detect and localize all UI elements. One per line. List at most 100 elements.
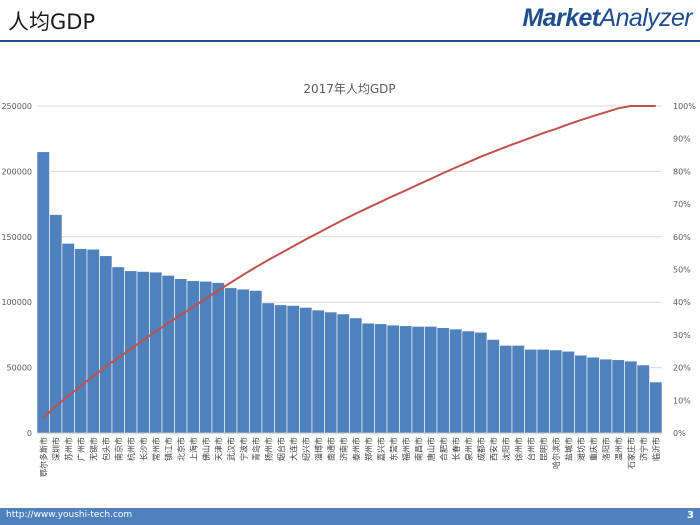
x-tick-label: 包头市 <box>101 437 111 461</box>
bar <box>611 359 625 434</box>
x-tick-label: 鄂尔多斯市 <box>38 437 48 477</box>
bar <box>299 307 313 434</box>
x-tick-label: 郑州市 <box>363 437 373 461</box>
x-tick-label: 南昌市 <box>413 437 423 461</box>
x-tick-label: 南通市 <box>326 437 336 461</box>
x-tick-label: 泰州市 <box>351 437 361 461</box>
x-tick-label: 扬州市 <box>263 437 273 461</box>
y2-tick-label: 70% <box>673 200 691 209</box>
x-tick-label: 无锡市 <box>88 437 98 461</box>
brand-logo: MarketAnalyzer <box>522 4 693 33</box>
bar <box>224 287 238 434</box>
x-tick-label: 北京市 <box>176 437 186 461</box>
x-tick-label: 镇江市 <box>163 437 173 461</box>
bar <box>236 288 250 434</box>
bar <box>524 348 538 434</box>
bar <box>399 325 413 434</box>
cumulative-line <box>42 105 656 419</box>
x-tick-label: 温州市 <box>613 437 623 461</box>
bar <box>74 248 88 434</box>
bar <box>136 271 150 434</box>
bar <box>586 356 600 434</box>
y-tick-label: 0 <box>27 429 32 438</box>
bar <box>474 331 488 434</box>
brand-logo-rest: Analyzer <box>599 4 693 32</box>
x-tick-label: 常州市 <box>151 437 161 461</box>
footer-bar: http://www.youshi-tech.com 3 <box>0 508 700 525</box>
y-tick-label: 150000 <box>1 233 32 242</box>
x-tick-label: 沈阳市 <box>501 437 511 461</box>
brand-logo-bold: Market <box>522 4 601 32</box>
bar <box>599 358 613 434</box>
x-tick-label: 重庆市 <box>588 437 598 461</box>
y2-tick-label: 40% <box>673 298 691 307</box>
bar <box>511 345 525 434</box>
x-tick-label: 泉州市 <box>463 437 473 461</box>
bar <box>561 350 575 434</box>
bar <box>274 304 288 434</box>
x-tick-label: 潍坊市 <box>576 437 586 461</box>
x-tick-label: 济宁市 <box>638 437 648 461</box>
bar <box>449 328 463 434</box>
chart-title: 2017年人均GDP <box>303 82 395 96</box>
bar <box>411 326 425 434</box>
x-tick-label: 长春市 <box>451 437 461 461</box>
x-tick-label: 南京市 <box>113 437 123 461</box>
bar <box>486 339 500 434</box>
y2-tick-label: 50% <box>673 266 691 275</box>
x-tick-label: 绍兴市 <box>301 437 311 461</box>
y2-tick-label: 60% <box>673 233 691 242</box>
bar <box>99 255 113 434</box>
x-tick-label: 青岛市 <box>251 437 261 461</box>
bar <box>436 327 450 434</box>
bar <box>311 309 325 434</box>
x-tick-label: 大连市 <box>288 437 298 461</box>
x-tick-label: 嘉兴市 <box>376 437 386 461</box>
x-tick-label: 盐城市 <box>563 437 573 461</box>
x-tick-label: 昆明市 <box>538 437 548 461</box>
bar <box>324 311 338 434</box>
x-tick-label: 徐州市 <box>513 437 523 461</box>
header-divider <box>0 40 700 42</box>
x-tick-label: 东营市 <box>388 437 398 461</box>
x-tick-label: 合肥市 <box>438 437 448 461</box>
x-tick-label: 石家庄市 <box>626 437 636 469</box>
bar <box>149 271 163 434</box>
bar <box>336 313 350 434</box>
page-number: 3 <box>687 510 694 521</box>
x-tick-label: 唐山市 <box>426 437 436 461</box>
x-tick-label: 苏州市 <box>63 437 73 461</box>
x-tick-label: 济南市 <box>338 437 348 461</box>
bar <box>636 364 650 434</box>
x-tick-label: 武汉市 <box>226 437 236 461</box>
footer-url[interactable]: http://www.youshi-tech.com <box>6 510 133 520</box>
bar <box>374 323 388 434</box>
x-tick-label: 宁波市 <box>238 437 248 461</box>
bar <box>574 354 588 434</box>
x-tick-label: 哈尔滨市 <box>551 437 561 469</box>
y-tick-label: 100000 <box>1 298 32 307</box>
y-tick-label: 50000 <box>7 364 32 373</box>
bar <box>286 305 300 434</box>
bar <box>649 381 663 434</box>
bar <box>161 275 175 434</box>
bar <box>61 243 75 434</box>
bar <box>111 266 125 434</box>
y2-tick-label: 90% <box>673 135 691 144</box>
x-tick-label: 烟台市 <box>276 437 286 461</box>
bar <box>349 317 363 434</box>
x-tick-label: 杭州市 <box>126 437 136 461</box>
y2-tick-label: 30% <box>673 331 691 340</box>
x-tick-label: 深圳市 <box>51 437 61 461</box>
y-tick-label: 250000 <box>1 102 32 111</box>
bar <box>211 282 225 434</box>
x-tick-label: 长沙市 <box>138 437 148 461</box>
bar <box>36 151 50 434</box>
bar <box>461 330 475 434</box>
x-tick-label: 西安市 <box>488 437 498 461</box>
y2-tick-label: 100% <box>673 102 696 111</box>
y2-tick-label: 10% <box>673 396 691 405</box>
x-tick-label: 淄博市 <box>313 437 323 461</box>
bar <box>536 348 550 434</box>
